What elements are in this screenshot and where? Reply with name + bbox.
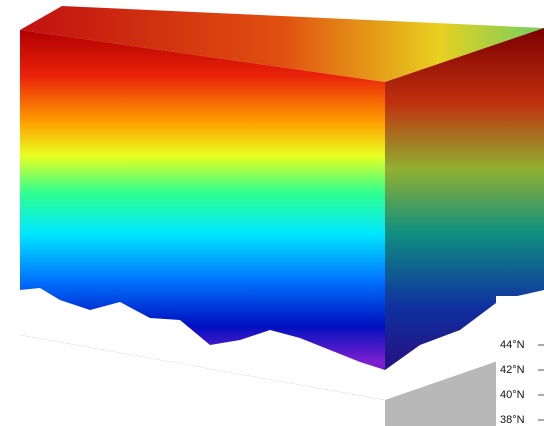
block-diagram: 44°N 42°N 40°N 38°N xyxy=(0,0,544,426)
latitude-label: 44°N xyxy=(500,339,525,351)
label-panel xyxy=(496,296,544,426)
latitude-label: 38°N xyxy=(500,414,525,426)
latitude-label: 42°N xyxy=(500,364,525,376)
latitude-label: 40°N xyxy=(500,389,525,401)
page: 44°N42°N40°N38°N (() => { const data = J… xyxy=(0,0,544,426)
